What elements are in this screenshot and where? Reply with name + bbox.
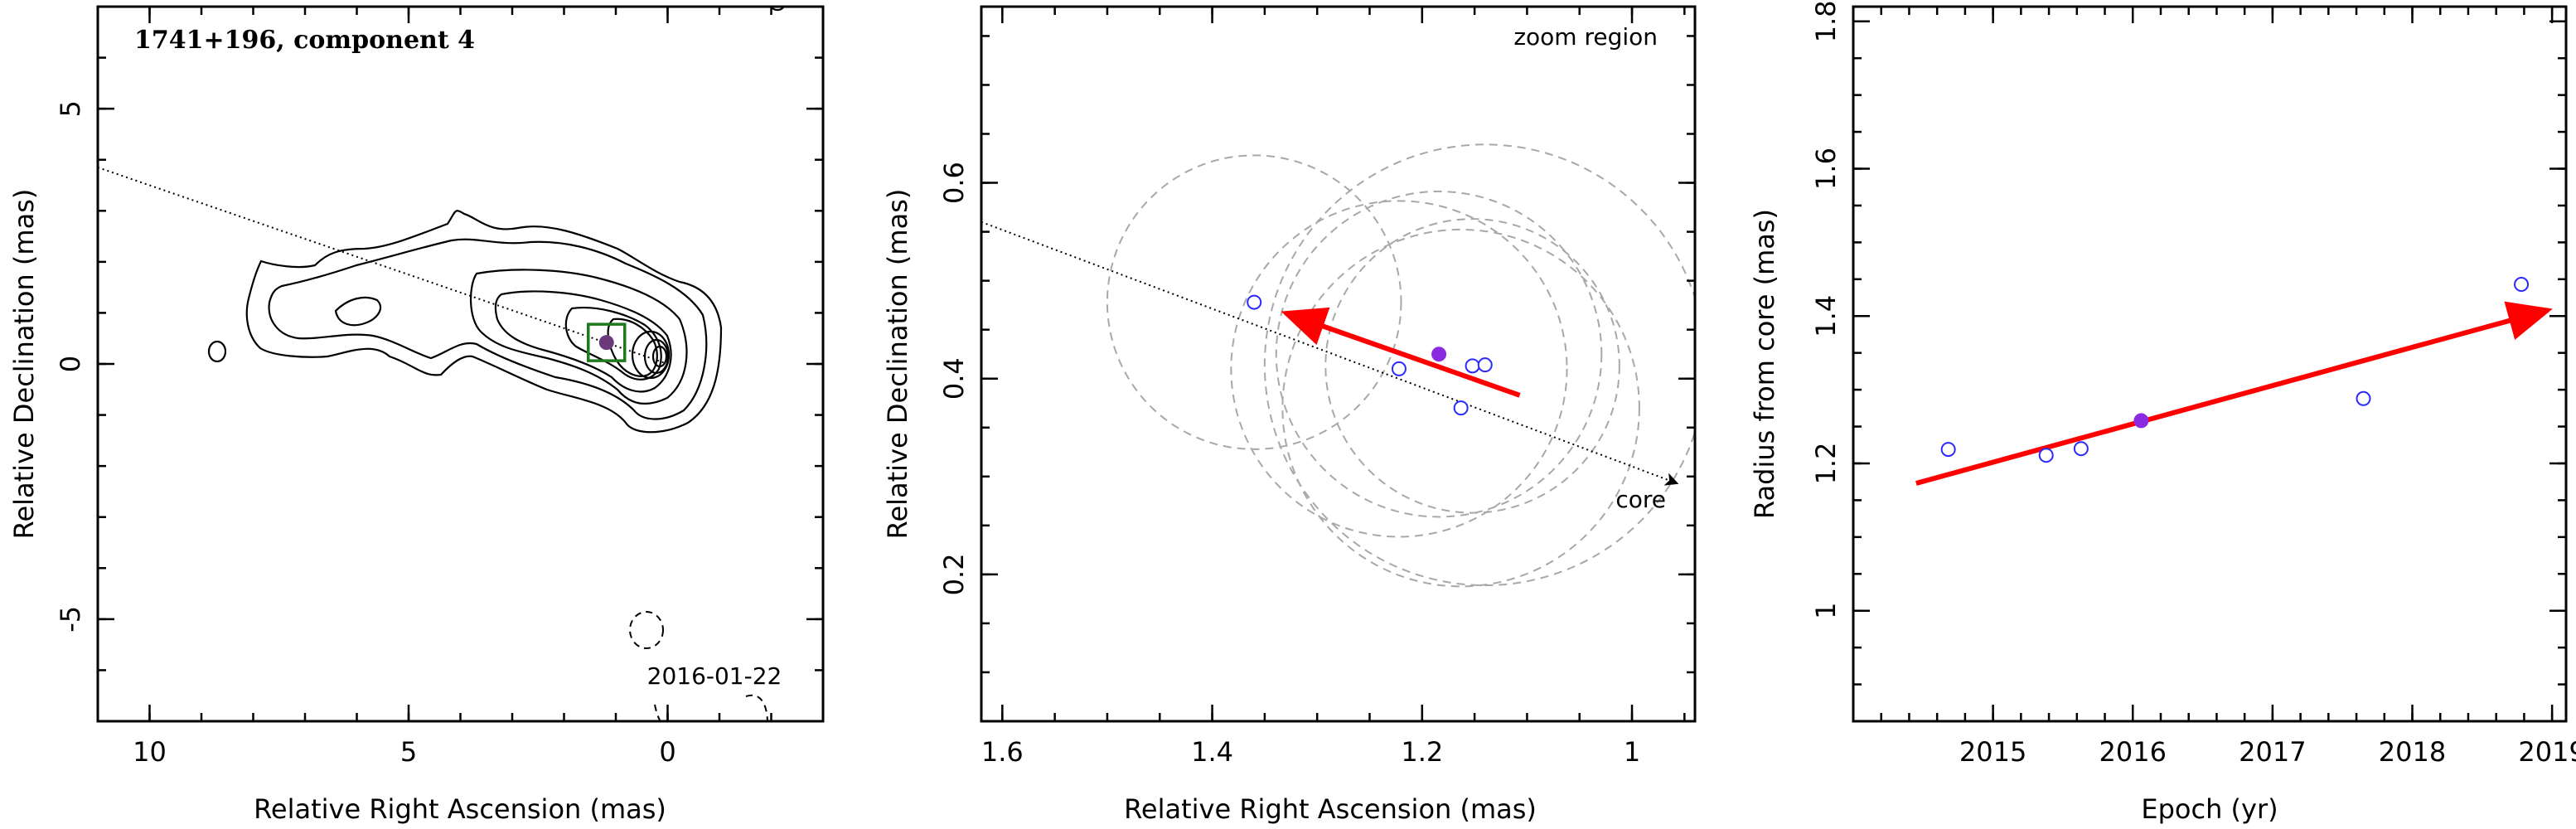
contour-5	[564, 307, 662, 381]
contour-map-area	[98, 7, 785, 721]
radius-point-current-epoch	[2133, 413, 2149, 429]
zoom-plot-area	[981, 143, 1695, 588]
position-point	[1477, 357, 1493, 373]
x-tick-label: 5	[400, 736, 417, 768]
contour-2	[268, 238, 708, 420]
y-tick-labels: 1 1.2 1.4 1.6 1.8	[1810, 0, 1842, 619]
position-point	[1247, 294, 1262, 310]
y-tick-label: 1.6	[1810, 148, 1842, 190]
panel-radius-vs-epoch: 2015 2016 2017 2018 2019 1 1.2 1.4 1.6 1.8 Epoch…	[1749, 0, 2576, 825]
position-point	[1391, 361, 1407, 376]
contour-9	[651, 345, 668, 368]
panel-contour-map: 10 5 0 5 0 -5 1741+196, component 4 2016-01-…	[8, 5, 825, 825]
x-tick-labels: 1.6 1.4 1.2 1	[981, 736, 1640, 768]
x-axis-label: Relative Right Ascension (mas)	[1124, 793, 1537, 825]
y-axis-label: Relative Declination (mas)	[8, 189, 40, 540]
jet-contours	[207, 7, 785, 434]
radius-point	[2514, 277, 2530, 293]
position-points	[1247, 294, 1493, 416]
y-tick-label: 1.2	[1810, 443, 1842, 485]
error-circle	[1230, 200, 1568, 538]
negative-contour-1	[629, 611, 664, 649]
y-axis-label: Radius from core (mas)	[1749, 209, 1780, 519]
zoom-region-box	[587, 322, 627, 362]
radius-points	[1940, 277, 2530, 463]
x-tick-label: 1.4	[1191, 736, 1233, 768]
axis-frame	[96, 5, 825, 723]
y-tick-label: 1	[1810, 603, 1842, 619]
contour-4	[494, 290, 672, 393]
y-tick-label: 5	[55, 100, 86, 117]
contour-isolated-left	[207, 340, 227, 363]
radius-point	[1940, 442, 1956, 458]
position-point-current-epoch	[1431, 347, 1447, 362]
negative-contour-3	[745, 694, 768, 721]
core-label: core	[1615, 486, 1666, 513]
x-tick-label: 0	[659, 736, 675, 768]
radius-plot-area	[1915, 277, 2553, 486]
y-tick-labels: 5 0 -5	[55, 100, 86, 633]
error-circle	[1275, 190, 1603, 518]
y-tick-label: 0	[55, 356, 86, 372]
x-tick-label: 10	[133, 736, 167, 768]
ridge-line	[98, 167, 668, 365]
y-tick-label: 1.4	[1810, 295, 1842, 337]
y-tick-label: 0.2	[938, 553, 970, 595]
axis-ticks	[1853, 7, 2566, 721]
x-tick-label: 2018	[2379, 736, 2446, 768]
negative-contour-2	[654, 704, 661, 721]
x-tick-label: 1	[1624, 736, 1640, 768]
error-circle	[1106, 154, 1402, 450]
x-axis-label: Epoch (yr)	[2141, 793, 2278, 825]
y-tick-label: 0.6	[938, 162, 970, 204]
component-marker	[598, 335, 614, 351]
x-tick-label: 2017	[2239, 736, 2306, 768]
x-tick-labels: 10 5 0	[133, 736, 676, 768]
y-tick-labels: 0.6 0.4 0.2	[938, 162, 970, 595]
error-circles	[1106, 143, 1695, 588]
zoom-region-label: zoom region	[1513, 23, 1658, 51]
contour-8	[643, 338, 670, 375]
error-circle	[1281, 228, 1640, 588]
panel-zoom-region: 1.6 1.4 1.2 1 0.6 0.4 0.2 zoom region core Re…	[882, 5, 1697, 825]
x-axis-label: Relative Right Ascension (mas)	[254, 793, 666, 825]
contour-3	[469, 269, 688, 405]
position-point	[1453, 400, 1469, 416]
axis-ticks	[96, 5, 823, 723]
position-point	[1465, 358, 1480, 374]
y-tick-label: -5	[55, 606, 86, 633]
fit-arrow	[1915, 301, 2553, 486]
y-tick-label: 1.8	[1810, 0, 1842, 42]
epoch-label: 2016-01-22	[647, 662, 782, 690]
panel-title: 1741+196, component 4	[134, 26, 475, 55]
x-tick-label: 1.6	[981, 736, 1024, 768]
axis-frame	[1852, 5, 2568, 723]
negative-contours	[629, 611, 768, 721]
x-tick-label: 2015	[1959, 736, 2026, 768]
axis-frame	[980, 5, 1697, 723]
x-tick-label: 1.2	[1401, 736, 1443, 768]
radius-point	[2073, 441, 2089, 457]
radius-point	[2356, 390, 2371, 406]
contour-top-right	[770, 7, 785, 12]
contour-knot-left	[334, 296, 382, 327]
motion-arrow	[1281, 307, 1521, 398]
error-circle	[1324, 218, 1620, 514]
contour-outer	[245, 210, 723, 434]
axis-ticks	[981, 7, 1695, 723]
y-tick-label: 0.4	[938, 357, 970, 400]
x-tick-label: 2019	[2518, 736, 2576, 768]
y-axis-label: Relative Declination (mas)	[882, 189, 913, 540]
x-tick-labels: 2015 2016 2017 2018 2019	[1959, 736, 2576, 768]
radius-point	[2038, 448, 2054, 463]
x-tick-label: 2016	[2099, 736, 2167, 768]
